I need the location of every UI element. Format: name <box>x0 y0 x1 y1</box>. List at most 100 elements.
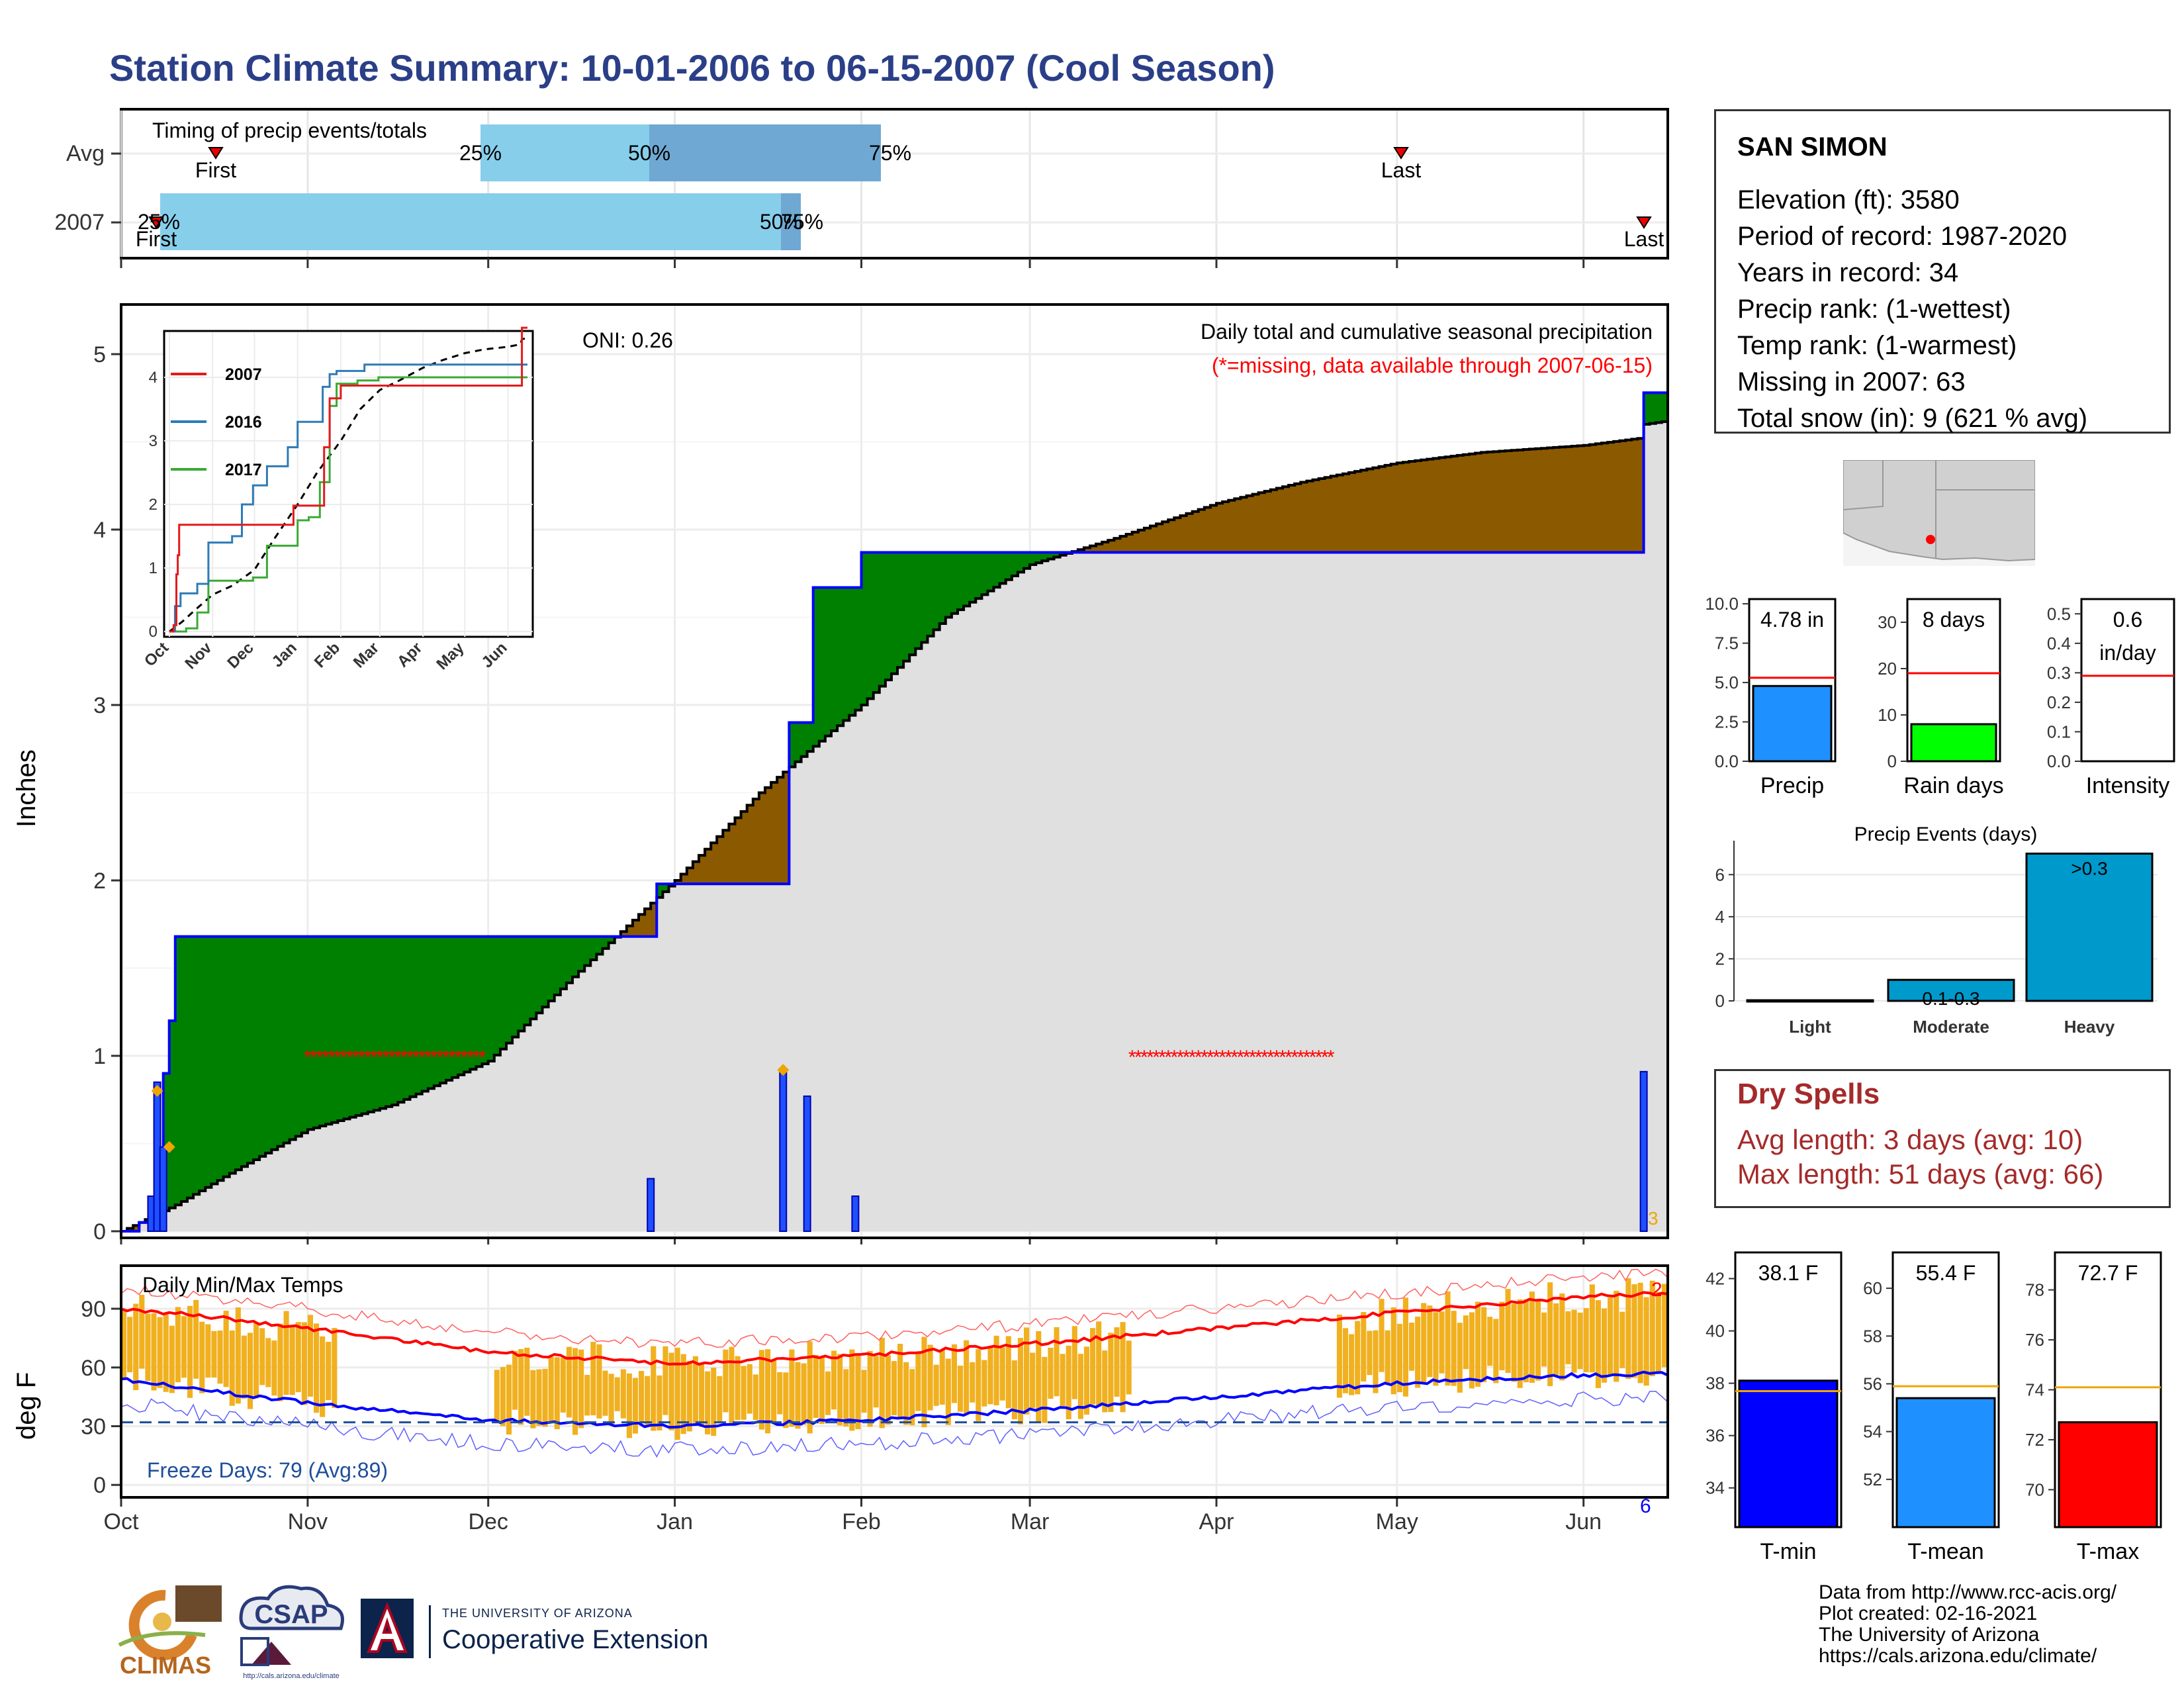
daily-temp-bar <box>596 1344 602 1419</box>
daily-temp-bar <box>1649 1280 1655 1376</box>
credit-university: The University of Arizona <box>1819 1624 2040 1646</box>
daily-temp-bar <box>741 1366 747 1420</box>
record-min-line <box>120 1391 1668 1458</box>
missing-day-marker: * <box>1201 1047 1208 1068</box>
missing-day-marker: * <box>1206 1047 1214 1068</box>
temp-xtick-label: May <box>1376 1509 1418 1534</box>
daily-temp-bar <box>674 1347 680 1440</box>
daily-temp-bar <box>199 1321 205 1393</box>
inset-series-2016 <box>169 363 527 633</box>
missing-day-marker: * <box>1140 1047 1148 1068</box>
inset-series-2007 <box>169 326 527 633</box>
daily-temp-bar <box>512 1350 518 1410</box>
gauge-value-label: 72.7 F <box>2078 1261 2138 1285</box>
missing-day-marker: * <box>340 1047 348 1068</box>
daily-temp-bar <box>921 1336 927 1428</box>
gauge-name-label: Precip <box>1760 773 1824 798</box>
gauge-tick-label: 70 <box>2025 1479 2044 1499</box>
daily-temp-bar <box>253 1322 259 1399</box>
missing-day-marker: * <box>316 1047 324 1068</box>
daily-temp-bar <box>332 1328 338 1408</box>
credits: Data from http://www.rcc-acis.org/ Plot … <box>1819 1582 2116 1667</box>
daily-temp-bar <box>229 1330 235 1406</box>
daily-temp-bar <box>1017 1338 1024 1425</box>
daily-temp-bar <box>175 1307 181 1383</box>
daily-temp-bar <box>837 1354 843 1426</box>
precip-panel: ****************************** **********… <box>93 303 1669 1244</box>
daily-temp-bar <box>945 1358 951 1425</box>
daily-temp-bar <box>1625 1278 1631 1380</box>
ua-cooperative-extension: Cooperative Extension <box>442 1625 709 1654</box>
daily-temp-bar <box>1367 1331 1373 1376</box>
missing-day-marker: * <box>406 1047 414 1068</box>
daily-temp-bar <box>1595 1300 1601 1388</box>
temp-xtick-label: Mar <box>1011 1509 1050 1534</box>
daily-temp-bar <box>320 1336 326 1417</box>
info-snow: Total snow (in): 9 (621 % avg) <box>1737 404 2088 433</box>
gauge-tick-label: 10 <box>1878 705 1897 725</box>
daily-temp-bar <box>698 1363 705 1427</box>
daily-temp-bar <box>241 1335 247 1399</box>
daily-temp-bar <box>626 1373 632 1438</box>
daily-temp-bar <box>764 1349 771 1434</box>
daily-temp-bar <box>957 1366 964 1412</box>
daily-precip-bar <box>647 1178 655 1232</box>
station-info-box: SAN SIMON Elevation (ft): 3580 Period of… <box>1714 109 2171 434</box>
y2007-50-75-bar <box>781 193 801 250</box>
daily-temp-bar <box>536 1369 542 1427</box>
daily-temp-bar <box>211 1331 217 1378</box>
missing-day-marker: * <box>418 1047 426 1068</box>
gauge-bar <box>1910 723 1997 763</box>
credit-url: https://cals.arizona.edu/climate/ <box>1819 1645 2097 1667</box>
daily-temp-bar <box>193 1299 199 1379</box>
daily-temp-bar <box>151 1313 157 1391</box>
daily-temp-bar <box>1451 1311 1457 1386</box>
missing-day-marker: * <box>1315 1047 1323 1068</box>
missing-day-marker: * <box>1261 1047 1269 1068</box>
events-bar-label: >0.3 <box>2071 859 2107 879</box>
daily-temp-bar <box>1048 1347 1054 1399</box>
y2007-last-marker <box>1636 216 1652 229</box>
snow-marker <box>163 1141 175 1153</box>
avg-min-line <box>120 1370 1668 1429</box>
daily-temp-bar <box>283 1311 289 1395</box>
freeze-days-label: Freeze Days: 79 (Avg:89) <box>147 1458 388 1482</box>
daily-temp-bar <box>1529 1291 1535 1383</box>
events-tick-label: 2 <box>1715 949 1725 968</box>
daily-temp-bar <box>933 1364 939 1406</box>
daily-temp-bar <box>1396 1323 1402 1393</box>
ua-small-text: THE UNIVERSITY OF ARIZONA <box>442 1607 633 1620</box>
gauge-bar <box>2058 1421 2158 1528</box>
daily-temp-bar <box>524 1347 530 1416</box>
gauge-tick-label: 7.5 <box>1715 633 1739 653</box>
gauge-tick-label: 2.5 <box>1715 712 1739 732</box>
daily-temp-bar <box>711 1368 717 1436</box>
locator-map <box>1843 460 2035 566</box>
daily-temp-bar <box>843 1369 849 1427</box>
daily-temp-bar <box>795 1362 801 1429</box>
daily-temp-bar <box>813 1354 819 1419</box>
daily-temp-bar <box>1096 1321 1102 1407</box>
avg-max-line <box>120 1291 1668 1366</box>
inset-legend-label: 2007 <box>225 365 262 384</box>
snow-marker <box>151 1085 163 1097</box>
avg-25-50-bar <box>480 124 649 181</box>
daily-temp-bar <box>127 1317 133 1373</box>
daily-temp-bar <box>903 1362 909 1425</box>
daily-temp-bar <box>566 1346 572 1418</box>
daily-temp-bar <box>651 1346 657 1431</box>
inset-ytick-label: 2 <box>149 496 158 514</box>
missing-day-marker: * <box>352 1047 360 1068</box>
daily-temp-bar <box>705 1371 711 1434</box>
gauge-tick-label: 40 <box>1706 1321 1725 1341</box>
missing-day-marker: * <box>1218 1047 1226 1068</box>
temp-gauges: 34 36 38 40 42 38.1 F T-min 52 54 56 58 60 55.4 F T-m… <box>1706 1251 2162 1564</box>
daily-temp-bar <box>891 1361 897 1416</box>
gauge-tick-label: 60 <box>1863 1278 1882 1298</box>
daily-temp-bar <box>777 1372 783 1415</box>
daily-temp-bar <box>801 1363 807 1425</box>
gauge-tick-label: 56 <box>1863 1374 1882 1393</box>
missing-day-marker: * <box>1146 1047 1154 1068</box>
daily-temp-bar <box>1415 1316 1421 1388</box>
